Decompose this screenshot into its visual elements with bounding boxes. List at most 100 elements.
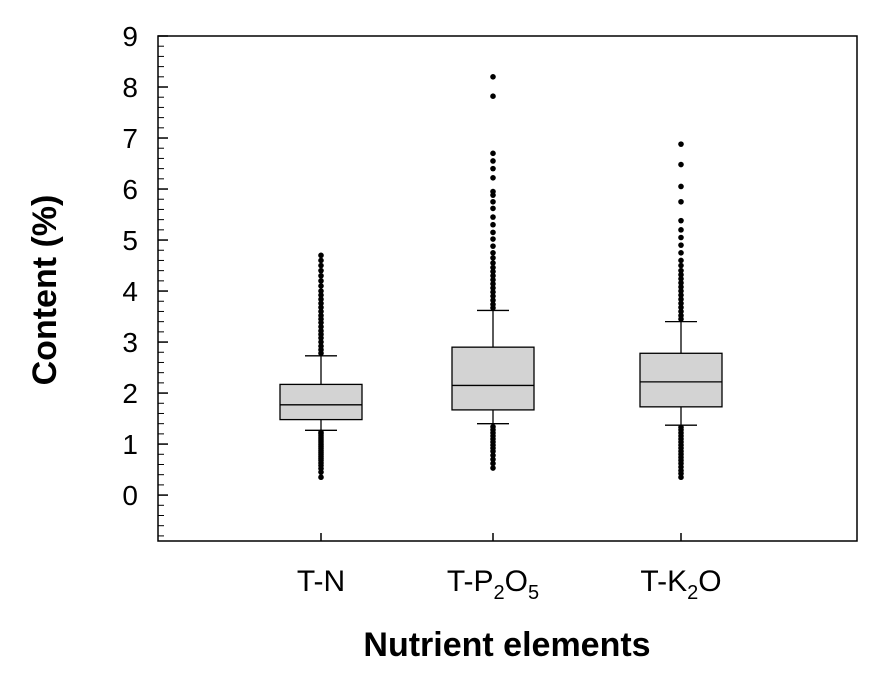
outlier-point (318, 272, 324, 279)
outlier-point (678, 304, 684, 311)
outlier-point (318, 292, 324, 298)
outlier-point (318, 304, 324, 311)
outlier-point (490, 264, 496, 271)
outlier-point (490, 249, 496, 256)
outlier-point (678, 271, 684, 278)
y-tick-label: 1 (122, 429, 138, 460)
outlier-point (490, 268, 496, 275)
outlier-point (318, 328, 324, 334)
outlier-point (318, 339, 324, 345)
outlier-point (490, 281, 496, 287)
outlier-point (490, 465, 496, 471)
outlier-point (490, 188, 496, 195)
outlier-point (490, 150, 496, 157)
y-tick-label: 6 (122, 174, 138, 205)
outlier-point (490, 301, 496, 308)
outlier-point (318, 267, 324, 274)
outlier-point (678, 141, 684, 147)
y-tick-label: 4 (122, 276, 138, 307)
outlier-point (490, 289, 496, 295)
x-axis-title: Nutrient elements (363, 626, 650, 664)
y-tick-label: 3 (122, 327, 138, 358)
outlier-point (678, 198, 684, 205)
outlier-point (678, 276, 684, 282)
outlier-point (318, 288, 324, 294)
outlier-point (490, 236, 496, 242)
outlier-point (678, 161, 684, 168)
box-series (279, 74, 723, 541)
x-axis: T-N T-P2O5 T-K2O (297, 565, 722, 604)
y-axis-title: Content (%) (26, 195, 64, 386)
outlier-point (678, 183, 684, 190)
outlier-point (490, 260, 496, 266)
iqr-box (639, 352, 723, 408)
outlier-point (318, 252, 324, 259)
x-category-label: T-K2O (640, 565, 721, 604)
y-tick-label: 2 (122, 378, 138, 409)
outlier-point (490, 243, 496, 249)
outlier-point (678, 280, 684, 286)
outlier-point (490, 74, 496, 80)
outlier-point (318, 300, 324, 307)
outlier-point (318, 323, 324, 330)
outlier-point (678, 296, 684, 303)
outlier-point (678, 308, 684, 315)
outlier-point (678, 217, 684, 224)
outlier-point (490, 175, 496, 181)
iqr-box (279, 383, 363, 421)
outlier-point (318, 278, 324, 284)
outlier-point (490, 456, 496, 463)
outlier-point (678, 267, 684, 274)
outlier-point (678, 249, 684, 256)
y-tick-label: 9 (122, 21, 138, 52)
y-axis: 0 1 2 3 4 5 6 7 8 9 (122, 21, 168, 537)
y-tick-label: 7 (122, 123, 138, 154)
iqr-box (451, 346, 535, 411)
outlier-point (678, 424, 684, 431)
outlier-point (490, 93, 496, 99)
outlier-point (490, 272, 496, 279)
x-category-label: T-N (297, 565, 345, 598)
box-t-k2o (639, 141, 723, 541)
outlier-point (490, 297, 496, 304)
outlier-point (678, 262, 684, 269)
box-t-n (279, 252, 363, 541)
outlier-point (678, 300, 684, 307)
outlier-point (490, 158, 496, 164)
outlier-point (318, 429, 324, 436)
outlier-point (678, 288, 684, 294)
outlier-point (318, 474, 324, 481)
outlier-point (490, 285, 496, 291)
outlier-point (490, 255, 496, 261)
outlier-point (678, 234, 684, 241)
outlier-point (318, 257, 324, 264)
plot-frame (157, 35, 858, 542)
outlier-point (318, 283, 324, 289)
outlier-point (490, 229, 496, 236)
outlier-point (490, 452, 496, 459)
outlier-point (318, 296, 324, 303)
outlier-point (490, 423, 496, 430)
outlier-point (490, 460, 496, 467)
outlier-point (490, 165, 496, 172)
outlier-point (490, 293, 496, 299)
outlier-point (678, 292, 684, 298)
outlier-point (678, 242, 684, 248)
y-tick-label: 0 (122, 480, 138, 511)
outlier-point (318, 312, 324, 319)
box-t-p2o5 (451, 74, 535, 541)
outlier-point (490, 205, 496, 212)
outlier-point (318, 262, 324, 269)
outlier-point (678, 284, 684, 290)
outlier-point (490, 214, 496, 220)
x-category-label: T-P2O5 (447, 565, 539, 604)
y-tick-label: 8 (122, 72, 138, 103)
outlier-point (318, 308, 324, 315)
outlier-point (678, 312, 684, 319)
outlier-point (318, 343, 324, 349)
outlier-point (678, 227, 684, 233)
outlier-point (678, 257, 684, 264)
outlier-point (490, 221, 496, 228)
y-tick-label: 5 (122, 225, 138, 256)
